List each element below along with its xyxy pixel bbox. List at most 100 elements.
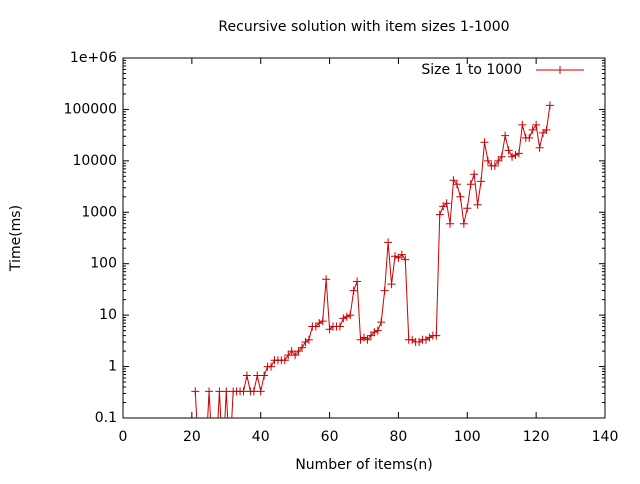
point-marker bbox=[390, 252, 399, 261]
point-marker bbox=[287, 347, 296, 356]
point-marker bbox=[525, 133, 534, 142]
point-marker bbox=[466, 180, 475, 189]
point-marker bbox=[387, 280, 396, 289]
plot-area bbox=[191, 101, 554, 462]
point-marker bbox=[452, 180, 461, 189]
y-tick-label: 1e+06 bbox=[70, 50, 117, 66]
point-marker bbox=[222, 387, 231, 396]
point-marker bbox=[370, 328, 379, 337]
x-tick-label: 140 bbox=[592, 429, 619, 445]
y-tick-label: 100000 bbox=[64, 101, 117, 117]
y-tick-label: 0.1 bbox=[95, 410, 117, 426]
y-axis-label: Time(ms) bbox=[8, 205, 24, 272]
x-tick-label: 0 bbox=[119, 429, 128, 445]
point-marker bbox=[511, 150, 520, 159]
point-marker bbox=[504, 146, 513, 155]
plot-frame bbox=[122, 57, 606, 419]
point-marker bbox=[353, 277, 362, 286]
point-marker bbox=[339, 314, 348, 323]
point-marker bbox=[490, 161, 499, 170]
point-marker bbox=[542, 125, 551, 134]
point-marker bbox=[249, 387, 258, 396]
point-marker bbox=[518, 120, 527, 129]
point-marker bbox=[425, 333, 434, 342]
legend-label: Size 1 to 1000 bbox=[421, 62, 522, 78]
point-marker bbox=[226, 454, 234, 462]
x-tick-label: 100 bbox=[454, 429, 481, 445]
y-tick-label: 10 bbox=[99, 307, 117, 323]
point-marker bbox=[494, 156, 503, 165]
x-tick-label: 120 bbox=[523, 429, 550, 445]
point-marker bbox=[311, 322, 320, 331]
point-marker bbox=[421, 335, 430, 344]
point-marker bbox=[256, 387, 265, 396]
point-marker bbox=[470, 170, 479, 179]
point-marker bbox=[380, 286, 389, 295]
y-tick-label: 1 bbox=[108, 359, 117, 375]
chart-title: Recursive solution with item sizes 1-100… bbox=[218, 19, 509, 35]
point-marker bbox=[260, 371, 269, 380]
point-marker bbox=[514, 149, 523, 158]
point-marker bbox=[480, 138, 489, 147]
point-marker bbox=[346, 311, 355, 320]
point-marker bbox=[219, 454, 227, 462]
point-marker bbox=[298, 343, 307, 352]
y-tick-label: 100 bbox=[90, 256, 117, 272]
point-marker bbox=[477, 177, 486, 186]
point-marker bbox=[304, 335, 313, 344]
point-marker bbox=[209, 454, 217, 462]
point-marker bbox=[545, 101, 554, 110]
point-marker bbox=[535, 143, 544, 152]
point-marker bbox=[401, 255, 410, 264]
point-marker bbox=[212, 454, 220, 462]
point-marker bbox=[242, 371, 251, 380]
point-marker bbox=[253, 371, 262, 380]
point-marker bbox=[532, 120, 541, 129]
point-marker bbox=[318, 317, 327, 326]
point-marker bbox=[456, 192, 465, 201]
point-marker bbox=[205, 387, 214, 396]
point-marker bbox=[483, 156, 492, 165]
x-tick-label: 60 bbox=[321, 429, 339, 445]
point-marker bbox=[366, 331, 375, 340]
point-marker bbox=[463, 204, 472, 213]
series-line bbox=[194, 105, 551, 418]
point-marker bbox=[377, 318, 386, 327]
point-marker bbox=[508, 152, 517, 161]
point-marker bbox=[363, 335, 372, 344]
point-marker bbox=[335, 322, 344, 331]
point-marker bbox=[191, 387, 200, 396]
point-marker bbox=[202, 454, 210, 462]
point-marker bbox=[397, 250, 406, 259]
point-marker bbox=[284, 351, 293, 360]
point-marker bbox=[349, 286, 358, 295]
x-tick-label: 40 bbox=[252, 429, 270, 445]
x-axis-label: Number of items(n) bbox=[295, 457, 432, 473]
point-marker bbox=[342, 312, 351, 321]
point-marker bbox=[373, 326, 382, 335]
point-marker bbox=[384, 238, 393, 247]
point-marker bbox=[356, 335, 365, 344]
point-marker bbox=[267, 362, 276, 371]
point-marker bbox=[459, 219, 468, 228]
point-marker bbox=[195, 454, 203, 462]
y-tick-label: 10000 bbox=[72, 153, 117, 169]
legend-marker bbox=[556, 66, 564, 74]
point-marker bbox=[315, 319, 324, 328]
point-marker bbox=[198, 454, 206, 462]
point-marker bbox=[322, 275, 331, 284]
point-marker bbox=[435, 210, 444, 219]
point-marker bbox=[528, 125, 537, 134]
point-marker bbox=[291, 351, 300, 360]
point-marker bbox=[442, 199, 451, 208]
point-marker bbox=[449, 176, 458, 185]
point-marker bbox=[473, 200, 482, 209]
x-tick-label: 20 bbox=[183, 429, 201, 445]
point-marker bbox=[432, 331, 441, 340]
point-marker bbox=[497, 152, 506, 161]
point-marker bbox=[215, 387, 224, 396]
point-marker bbox=[239, 387, 248, 396]
point-marker bbox=[360, 333, 368, 342]
